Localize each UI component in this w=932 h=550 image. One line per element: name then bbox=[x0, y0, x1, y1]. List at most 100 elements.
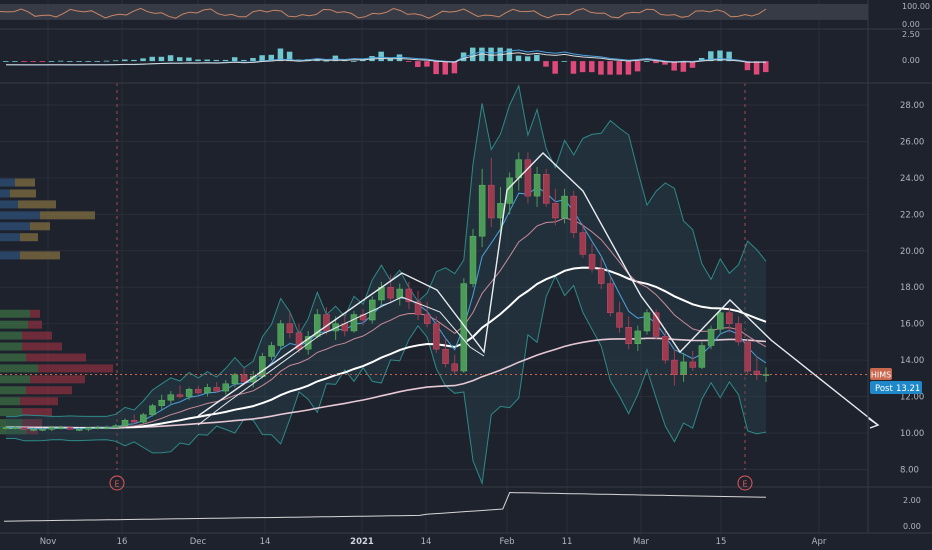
macd-bar bbox=[204, 59, 210, 62]
candle-body bbox=[94, 427, 101, 429]
macd-bar bbox=[231, 57, 238, 62]
candle bbox=[478, 168, 486, 248]
macd-bar bbox=[277, 48, 284, 62]
candle-body bbox=[533, 173, 541, 197]
price-tick-label: 12.00 bbox=[900, 393, 924, 403]
time-tick-label: 14 bbox=[260, 537, 271, 547]
macd-bar bbox=[186, 57, 192, 62]
time-axis[interactable]: Nov 16 Dec 14 2021 14 Feb 11 Mar 15 Apr bbox=[40, 537, 827, 547]
volume-profile-up bbox=[0, 211, 40, 220]
candle-body bbox=[295, 332, 303, 350]
candle bbox=[76, 427, 83, 432]
volume-profile-up bbox=[0, 200, 18, 209]
price-tick-label: 10.00 bbox=[900, 429, 924, 439]
candle bbox=[158, 394, 165, 410]
candle bbox=[204, 383, 211, 397]
macd-bar bbox=[3, 61, 9, 62]
candle bbox=[94, 425, 101, 430]
macd-bar bbox=[350, 61, 357, 62]
volume-profile-up bbox=[0, 353, 26, 362]
time-tick-label: Mar bbox=[633, 537, 650, 547]
candle-body bbox=[140, 414, 147, 423]
candle bbox=[570, 190, 577, 239]
volume-profile-up bbox=[0, 309, 30, 318]
volume-profile-up bbox=[0, 426, 26, 435]
rsi-tick-label: 100.00 bbox=[902, 2, 930, 11]
candle bbox=[671, 349, 678, 386]
macd-bar bbox=[30, 61, 36, 62]
candle-body bbox=[726, 312, 733, 324]
rsi-tick-label: 0.00 bbox=[902, 20, 920, 29]
candle bbox=[524, 152, 532, 204]
earnings-marker[interactable]: E bbox=[109, 475, 125, 491]
macd-bar bbox=[515, 55, 522, 62]
candle bbox=[2, 425, 10, 430]
volume-profile-down bbox=[30, 309, 40, 318]
ticker-label: HIMS bbox=[871, 371, 891, 380]
volume-profile-up bbox=[0, 233, 20, 242]
candle-body bbox=[689, 361, 696, 368]
price-axis[interactable]: 100.000.002.500.0028.0026.0024.0022.0020… bbox=[900, 2, 930, 531]
price-tick-label: 28.00 bbox=[900, 101, 924, 111]
volume-profile-down bbox=[20, 233, 38, 242]
candle-body bbox=[469, 235, 477, 284]
candle-body bbox=[222, 383, 230, 392]
macd-bar bbox=[378, 51, 384, 62]
candle bbox=[607, 276, 614, 317]
candle-body bbox=[634, 330, 642, 344]
candle-body bbox=[387, 286, 394, 299]
candle-body bbox=[286, 323, 294, 334]
candle-body bbox=[735, 323, 742, 343]
volume-profile-up bbox=[0, 375, 30, 384]
macd-bar bbox=[753, 61, 760, 75]
price-tick-label: 14.00 bbox=[900, 356, 924, 366]
macd-bar bbox=[195, 59, 201, 62]
candle-body bbox=[570, 195, 577, 233]
candle-body bbox=[662, 336, 669, 361]
macd-bar bbox=[332, 55, 339, 62]
time-tick-label: Dec bbox=[190, 537, 207, 547]
candle-body bbox=[579, 232, 587, 255]
volume-profile-up bbox=[0, 251, 20, 260]
time-tick-label: Apr bbox=[812, 537, 827, 547]
volume-profile-down bbox=[15, 178, 35, 187]
rsi-panel bbox=[0, 3, 868, 20]
price-tick-label: 16.00 bbox=[900, 320, 924, 330]
volume-profile bbox=[0, 178, 113, 435]
macd-bar bbox=[140, 58, 146, 62]
ema-mid bbox=[6, 217, 767, 429]
candle bbox=[231, 372, 239, 388]
candle-body bbox=[588, 254, 596, 270]
candle-body bbox=[552, 203, 559, 219]
macd-bar bbox=[653, 61, 659, 64]
post-label: Post bbox=[875, 384, 893, 394]
candle-body bbox=[103, 427, 110, 429]
candle-body bbox=[744, 341, 751, 372]
volume-profile-down bbox=[22, 408, 52, 417]
candle-body bbox=[350, 314, 358, 332]
earnings-marker-circle bbox=[737, 475, 753, 491]
macd-bar bbox=[552, 61, 558, 74]
time-tick-label: 2021 bbox=[350, 537, 374, 547]
volume-profile-up bbox=[0, 419, 22, 428]
trendline-arrowhead bbox=[867, 417, 880, 429]
volume-profile-down bbox=[22, 331, 52, 340]
candle-body bbox=[2, 427, 10, 429]
candle bbox=[588, 243, 596, 273]
macd-bar bbox=[415, 61, 421, 68]
candle bbox=[295, 323, 303, 353]
time-tick-label: 15 bbox=[716, 537, 727, 547]
candle-body bbox=[497, 203, 504, 219]
panel-separators bbox=[0, 0, 932, 534]
candle bbox=[579, 223, 587, 259]
candle bbox=[304, 330, 312, 355]
candle-body bbox=[112, 425, 120, 428]
candle-body bbox=[231, 374, 239, 385]
candle-body bbox=[213, 387, 220, 392]
macd-bar bbox=[634, 61, 641, 72]
candle bbox=[213, 381, 220, 393]
price-tick-label: 18.00 bbox=[900, 283, 924, 293]
earnings-marker[interactable]: E bbox=[737, 475, 753, 491]
